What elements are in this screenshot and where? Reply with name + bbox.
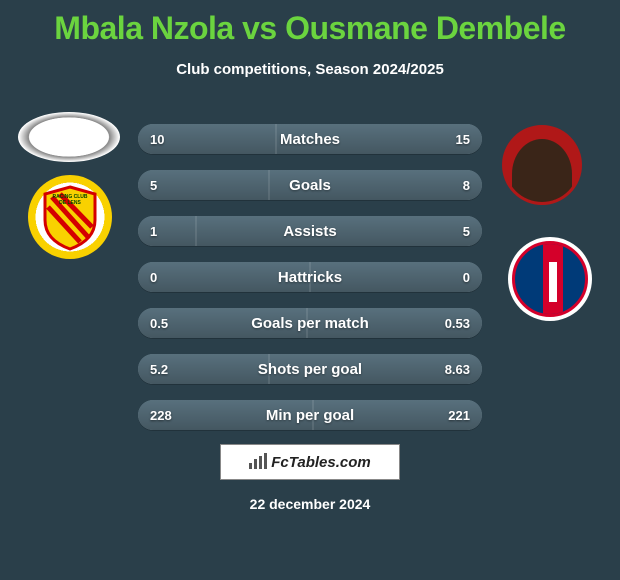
stat-value-right: 8.63 bbox=[430, 354, 470, 384]
footer-date: 22 december 2024 bbox=[0, 496, 620, 512]
stat-value-left: 10 bbox=[150, 124, 190, 154]
stat-value-right: 0.53 bbox=[430, 308, 470, 338]
player-left-club-badge: RACING CLUB DE LENS bbox=[28, 175, 112, 259]
stat-row: 0.5 Goals per match 0.53 bbox=[138, 308, 482, 338]
stat-value-left: 0 bbox=[150, 262, 190, 292]
stat-value-left: 5 bbox=[150, 170, 190, 200]
stat-row: 5.2 Shots per goal 8.63 bbox=[138, 354, 482, 384]
player-left-photo bbox=[18, 112, 120, 162]
stat-value-left: 228 bbox=[150, 400, 190, 430]
svg-text:DE LENS: DE LENS bbox=[59, 200, 81, 206]
stat-value-right: 0 bbox=[430, 262, 470, 292]
stat-row: 1 Assists 5 bbox=[138, 216, 482, 246]
stat-value-left: 1 bbox=[150, 216, 190, 246]
stat-value-right: 15 bbox=[430, 124, 470, 154]
page-title: Mbala Nzola vs Ousmane Dembele bbox=[0, 0, 620, 47]
stat-label: Goals per match bbox=[251, 315, 369, 332]
stats-container: 10 Matches 15 5 Goals 8 1 Assists 5 0 Hattricks 0 0.… bbox=[138, 124, 482, 446]
page-subtitle: Club competitions, Season 2024/2025 bbox=[0, 61, 620, 78]
site-badge[interactable]: FcTables.com bbox=[220, 444, 400, 480]
stat-label: Shots per goal bbox=[258, 361, 362, 378]
stat-label: Matches bbox=[280, 131, 340, 148]
stat-row: 0 Hattricks 0 bbox=[138, 262, 482, 292]
stat-value-right: 8 bbox=[430, 170, 470, 200]
stat-value-right: 5 bbox=[430, 216, 470, 246]
player-right-photo bbox=[502, 125, 582, 205]
stat-label: Goals bbox=[289, 177, 331, 194]
stat-label: Assists bbox=[283, 223, 336, 240]
stat-value-right: 221 bbox=[430, 400, 470, 430]
stat-label: Hattricks bbox=[278, 269, 342, 286]
stat-label: Min per goal bbox=[266, 407, 354, 424]
stat-value-left: 5.2 bbox=[150, 354, 190, 384]
stat-row: 228 Min per goal 221 bbox=[138, 400, 482, 430]
player-right-club-badge bbox=[508, 237, 592, 321]
chart-icon bbox=[249, 453, 267, 472]
stat-value-left: 0.5 bbox=[150, 308, 190, 338]
site-name: FcTables.com bbox=[271, 454, 370, 471]
stat-row: 5 Goals 8 bbox=[138, 170, 482, 200]
stat-row: 10 Matches 15 bbox=[138, 124, 482, 154]
